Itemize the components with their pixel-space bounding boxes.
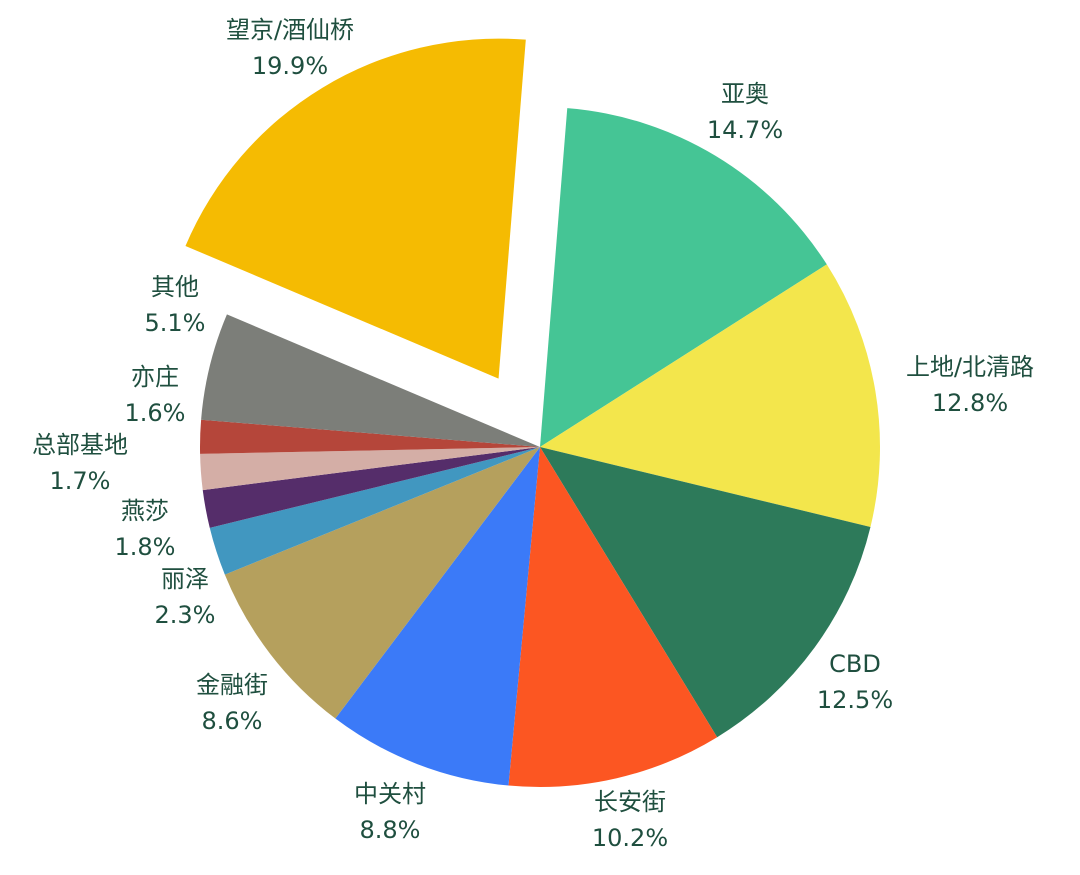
slice-label: 金融街 bbox=[196, 671, 268, 699]
slice-label: 望京/酒仙桥 bbox=[226, 16, 354, 44]
pie-slice bbox=[224, 447, 540, 719]
slice-value-label: 5.1% bbox=[145, 309, 206, 337]
pie-slice bbox=[201, 314, 540, 447]
slice-label: 亚奥 bbox=[721, 80, 769, 108]
pie-slice bbox=[200, 447, 540, 491]
slice-value-label: 8.8% bbox=[360, 816, 421, 844]
slice-value-label: 14.7% bbox=[707, 116, 783, 144]
slice-label: 上地/北清路 bbox=[906, 353, 1034, 381]
pie-slice bbox=[209, 447, 540, 575]
slice-value-label: 19.9% bbox=[252, 52, 328, 80]
slice-value-label: 12.8% bbox=[932, 389, 1008, 417]
pie-slice bbox=[335, 447, 540, 786]
slice-value-label: 1.8% bbox=[115, 533, 176, 561]
pie-slice bbox=[202, 447, 540, 528]
slice-value-label: 8.6% bbox=[202, 707, 263, 735]
pie-slice bbox=[200, 419, 540, 454]
slice-label: 长安街 bbox=[594, 788, 666, 816]
pie-slice bbox=[540, 447, 871, 738]
slice-label: 中关村 bbox=[354, 780, 426, 808]
slice-label: 亦庄 bbox=[131, 363, 179, 391]
slice-label: 燕莎 bbox=[121, 497, 169, 525]
pie-slice bbox=[540, 108, 827, 447]
slice-value-label: 1.7% bbox=[50, 467, 111, 495]
slice-value-label: 2.3% bbox=[155, 601, 216, 629]
slice-value-label: 10.2% bbox=[592, 824, 668, 852]
slice-value-label: 12.5% bbox=[817, 686, 893, 714]
pie-slice bbox=[185, 38, 526, 379]
slice-label: 总部基地 bbox=[32, 431, 128, 459]
slice-label: CBD bbox=[829, 650, 881, 678]
slice-label: 丽泽 bbox=[161, 565, 209, 593]
slice-value-label: 1.6% bbox=[125, 399, 186, 427]
pie-slice bbox=[508, 447, 718, 787]
pie-slice bbox=[540, 264, 881, 527]
slice-label: 其他 bbox=[151, 273, 199, 301]
